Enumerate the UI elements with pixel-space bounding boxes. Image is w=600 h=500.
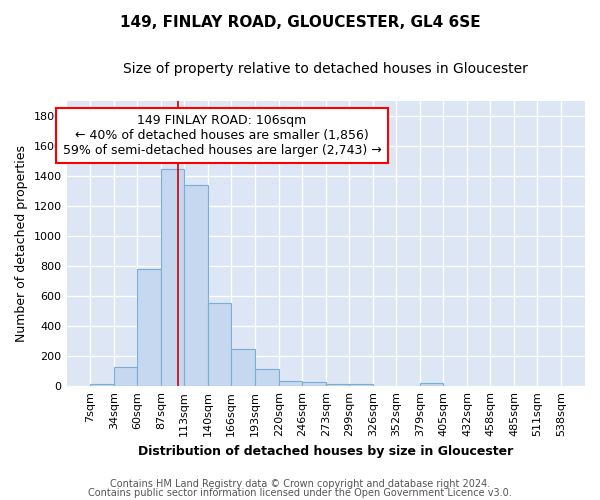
Bar [137, 269, 161, 386]
X-axis label: Distribution of detached houses by size in Gloucester: Distribution of detached houses by size … [138, 444, 514, 458]
Bar [90, 384, 114, 386]
Bar [302, 382, 326, 386]
Bar [326, 384, 349, 386]
Bar [114, 366, 137, 386]
Text: 149, FINLAY ROAD, GLOUCESTER, GL4 6SE: 149, FINLAY ROAD, GLOUCESTER, GL4 6SE [119, 15, 481, 30]
Text: Contains HM Land Registry data © Crown copyright and database right 2024.: Contains HM Land Registry data © Crown c… [110, 479, 490, 489]
Bar [349, 384, 373, 386]
Bar [421, 383, 443, 386]
Text: Contains public sector information licensed under the Open Government Licence v3: Contains public sector information licen… [88, 488, 512, 498]
Text: 149 FINLAY ROAD: 106sqm
← 40% of detached houses are smaller (1,856)
59% of semi: 149 FINLAY ROAD: 106sqm ← 40% of detache… [63, 114, 382, 157]
Bar [279, 381, 302, 386]
Bar [161, 169, 184, 386]
Title: Size of property relative to detached houses in Gloucester: Size of property relative to detached ho… [124, 62, 528, 76]
Y-axis label: Number of detached properties: Number of detached properties [15, 145, 28, 342]
Bar [184, 185, 208, 386]
Bar [255, 369, 279, 386]
Bar [231, 350, 255, 386]
Bar [208, 303, 231, 386]
